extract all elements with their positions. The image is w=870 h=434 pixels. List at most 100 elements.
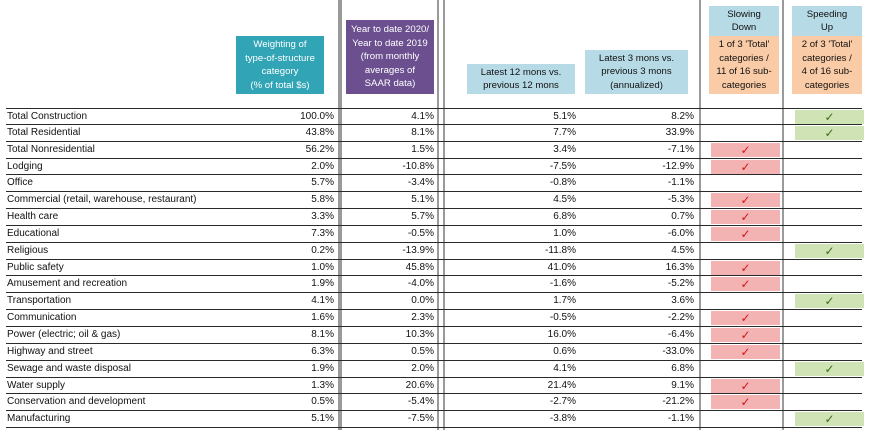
row-ytd: -7.5% <box>407 413 434 425</box>
table-row: Educational 7.3% -0.5% 1.0% -6.0% ✓ <box>6 226 862 243</box>
table-row: Health care 3.3% 5.7% 6.8% 0.7% ✓ <box>6 209 862 226</box>
header-ytd-line: (from monthly <box>360 51 420 63</box>
speeding-check-icon: ✓ <box>795 412 864 427</box>
table-row: Manufacturing 5.1% -7.5% -3.8% -1.1% ✓ <box>6 411 864 429</box>
row-weighting: 7.3% <box>311 227 334 239</box>
slowing-check-icon: ✓ <box>711 260 780 275</box>
header-speeding-sub-line: categories <box>804 79 850 91</box>
row-weighting: 1.6% <box>311 312 334 324</box>
row-weighting: 56.2% <box>305 143 334 155</box>
slowing-check-icon: ✓ <box>711 327 780 342</box>
row-weighting: 0.5% <box>311 396 334 408</box>
speeding-check-icon: ✓ <box>795 125 864 140</box>
row-latest-12: 16.0% <box>547 328 576 340</box>
row-ytd: 5.7% <box>411 211 434 223</box>
table-row: Conservation and development 0.5% -5.4% -2.… <box>6 394 862 412</box>
row-latest-3: -5.2% <box>667 278 694 290</box>
row-weighting: 5.1% <box>311 413 334 425</box>
row-name: Health care <box>7 211 59 223</box>
row-latest-12: 21.4% <box>547 379 576 391</box>
header-speeding-title-line: Up <box>820 22 834 33</box>
table-row: Power (electric; oil & gas) 8.1% 10.3% 16.0… <box>6 327 862 344</box>
table-row: Highway and street 6.3% 0.5% 0.6% -33.0% ✓ <box>6 344 862 361</box>
row-weighting: 1.0% <box>311 261 334 273</box>
slowing-check-icon: ✓ <box>711 226 780 241</box>
row-latest-12: 1.0% <box>553 227 576 239</box>
row-ytd: -0.5% <box>407 227 434 239</box>
row-latest-3: -1.1% <box>667 177 694 189</box>
row-latest-3: 6.8% <box>671 362 694 374</box>
row-ytd: -10.8% <box>402 160 434 172</box>
row-latest-12: 3.4% <box>553 143 576 155</box>
table-row: Water supply 1.3% 20.6% 21.4% 9.1% ✓ <box>6 378 862 395</box>
table-row: Office 5.7% -3.4% -0.8% -1.1% <box>6 175 862 193</box>
speeding-check-icon: ✓ <box>795 110 864 124</box>
row-latest-3: -7.1% <box>667 143 694 155</box>
row-name: Communication <box>7 312 77 324</box>
row-latest-12: -0.8% <box>549 177 576 189</box>
row-weighting: 43.8% <box>305 126 334 138</box>
slowing-check-icon: ✓ <box>711 159 780 174</box>
row-name: Sewage and waste disposal <box>7 362 131 374</box>
header-weighting: Weighting of type-of-structure category (% … <box>236 36 324 94</box>
row-name: Office <box>7 177 33 189</box>
row-name: Amusement and recreation <box>7 278 128 290</box>
header-slowing-title-line: Down <box>731 22 757 33</box>
slowing-check-icon: ✓ <box>711 378 780 393</box>
header-ytd-line: SAAR data) <box>364 78 416 90</box>
row-latest-3: -2.2% <box>667 312 694 324</box>
row-weighting: 5.7% <box>311 177 334 189</box>
slowing-check-icon: ✓ <box>711 142 780 157</box>
row-ytd: 10.3% <box>405 328 434 340</box>
header-latest-12-line: previous 12 mons <box>483 80 559 91</box>
table-row: Commercial (retail, warehouse, restauran… <box>6 192 862 210</box>
row-weighting: 3.3% <box>311 211 334 223</box>
header-slowing-sub-line: categories <box>721 79 767 91</box>
row-ytd: 2.0% <box>411 362 434 374</box>
row-ytd: 1.5% <box>411 143 434 155</box>
table-row: Total Nonresidential 56.2% 1.5% 3.4% -7.1% ✓ <box>6 142 862 159</box>
row-latest-3: 4.5% <box>671 244 694 256</box>
row-latest-12: -7.5% <box>549 160 576 172</box>
row-latest-12: -3.8% <box>549 413 576 425</box>
row-weighting: 2.0% <box>311 160 334 172</box>
row-name: Conservation and development <box>7 396 146 408</box>
header-weighting-line: (% of total $s) <box>250 79 310 91</box>
row-ytd: -3.4% <box>407 177 434 189</box>
row-ytd: 2.3% <box>411 312 434 324</box>
row-latest-3: -5.3% <box>667 194 694 206</box>
header-slowing-sub-line: 11 of 16 sub- <box>716 66 772 77</box>
row-latest-3: -6.4% <box>667 328 694 340</box>
header-weighting-line: Weighting of <box>253 39 307 50</box>
table-row: Total Construction 100.0% 4.1% 5.1% 8.2% ✓ <box>6 108 864 125</box>
row-weighting: 5.8% <box>311 194 334 206</box>
header-latest-12: Latest 12 mons vs. previous 12 mons <box>467 64 575 94</box>
row-latest-12: 6.8% <box>553 211 576 223</box>
row-latest-3: -1.1% <box>667 413 694 425</box>
column-divider <box>437 0 439 430</box>
slowing-check-icon: ✓ <box>711 395 780 410</box>
header-slowing-title: Slowing Down <box>709 6 779 36</box>
header-speeding-title-line: Speeding <box>806 8 848 20</box>
table-row: Amusement and recreation 1.9% -4.0% -1.6% -5… <box>6 276 862 294</box>
row-name: Manufacturing <box>7 413 71 425</box>
row-latest-3: -12.9% <box>662 160 694 172</box>
column-divider <box>782 0 784 430</box>
header-speeding-title: Speeding Up <box>792 6 862 36</box>
row-latest-12: 1.7% <box>553 295 576 307</box>
row-latest-12: 41.0% <box>547 261 576 273</box>
table-row: Lodging 2.0% -10.8% -7.5% -12.9% ✓ <box>6 159 862 176</box>
speeding-check-icon: ✓ <box>795 294 864 309</box>
row-weighting: 4.1% <box>311 295 334 307</box>
row-latest-3: 8.2% <box>671 111 694 122</box>
row-ytd: 4.1% <box>411 111 434 122</box>
row-name: Commercial (retail, warehouse, restauran… <box>7 194 197 206</box>
row-latest-12: -11.8% <box>545 244 576 256</box>
table-row: Communication 1.6% 2.3% -0.5% -2.2% ✓ <box>6 310 862 327</box>
table-row: Transportation 4.1% 0.0% 1.7% 3.6% ✓ <box>6 293 864 311</box>
slowing-check-icon: ✓ <box>711 277 780 292</box>
row-weighting: 1.9% <box>311 278 334 290</box>
header-latest-3: Latest 3 mons vs. previous 3 mons (annuali… <box>585 50 688 94</box>
row-latest-12: 4.1% <box>553 362 576 374</box>
row-latest-12: 5.1% <box>553 111 576 122</box>
